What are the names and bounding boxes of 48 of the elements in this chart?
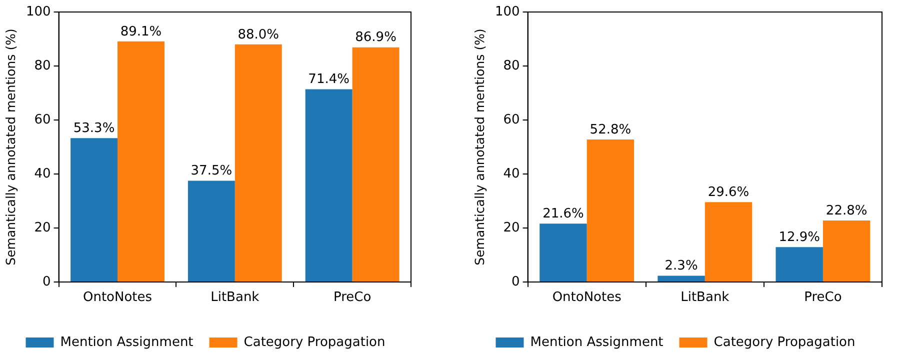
data-label: 21.6% [542, 206, 584, 222]
y-axis-title: Semantically annotated mentions (%) [2, 28, 18, 266]
data-label: 29.6% [708, 184, 750, 200]
data-label: 37.5% [190, 164, 232, 179]
bar [305, 89, 352, 282]
y-tick-label: 80 [34, 58, 51, 74]
bar [776, 247, 823, 282]
y-tick-label: 100 [26, 4, 51, 20]
y-tick-label: 0 [512, 274, 520, 290]
y-tick-label: 60 [34, 112, 51, 128]
bar [540, 224, 587, 282]
y-tick-label: 40 [503, 166, 520, 182]
bar [188, 180, 235, 282]
y-tick-label: 40 [34, 166, 51, 182]
legend-label: Mention Assignment [530, 334, 664, 350]
y-tick-label: 100 [494, 4, 520, 20]
y-tick-label: 60 [503, 112, 520, 128]
bar [118, 41, 164, 282]
data-label: 12.9% [778, 230, 820, 246]
data-label: 89.1% [120, 24, 162, 40]
data-label: 86.9% [355, 30, 396, 46]
data-label: 2.3% [664, 258, 698, 274]
bar [352, 47, 400, 282]
bar [822, 220, 870, 282]
legend-label: Mention Assignment [60, 334, 194, 350]
bar [586, 139, 634, 282]
data-label: 53.3% [73, 120, 115, 136]
y-tick-label: 20 [34, 220, 51, 236]
legend-label: Category Propagation [244, 334, 386, 350]
y-tick-label: 0 [42, 274, 51, 290]
bar [70, 138, 118, 282]
y-axis-title: Semantically annotated mentions (%) [472, 28, 487, 266]
data-label: 52.8% [590, 122, 632, 138]
y-tick-label: 80 [503, 58, 520, 74]
x-tick-label: PreCo [804, 290, 842, 306]
bar [658, 276, 705, 282]
bar [234, 44, 282, 282]
x-tick-label: LitBank [210, 290, 260, 306]
x-tick-label: PreCo [333, 290, 372, 306]
x-tick-label: OntoNotes [552, 290, 622, 306]
data-label: 22.8% [826, 203, 868, 218]
y-tick-label: 20 [503, 220, 520, 236]
data-label: 71.4% [308, 72, 350, 88]
legend-label: Category Propagation [714, 334, 856, 350]
data-label: 88.0% [238, 27, 280, 42]
bar [704, 202, 752, 282]
x-tick-label: OntoNotes [82, 290, 152, 306]
x-tick-label: LitBank [680, 290, 730, 306]
